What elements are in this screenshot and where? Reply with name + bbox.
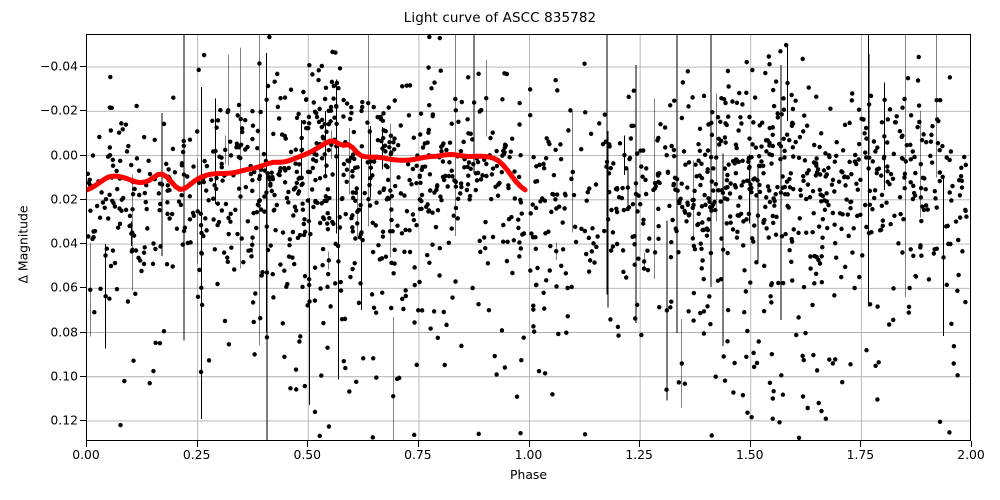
y-tick-label: 0.10 (50, 368, 78, 384)
y-tick-mark (80, 375, 86, 377)
page-title: Light curve of ASCC 835782 (403, 10, 597, 26)
y-tick-mark (80, 331, 86, 333)
y-tick-label: −0.04 (40, 58, 78, 74)
x-axis-label: Phase (510, 467, 547, 482)
x-tick-label: 0.50 (293, 447, 322, 462)
x-tick-mark (860, 441, 862, 447)
x-tick-mark (86, 441, 88, 447)
x-tick-label: 1.50 (735, 447, 764, 462)
y-tick-mark (80, 198, 86, 200)
plot-svg (87, 35, 970, 440)
y-tick-label: 0.00 (50, 147, 78, 163)
y-tick-label: 0.02 (50, 191, 78, 207)
y-tick-mark (80, 110, 86, 112)
x-tick-mark (749, 441, 751, 447)
smoothed-trend-line (87, 138, 528, 193)
x-tick-mark (528, 441, 530, 447)
x-tick-label: 0.25 (182, 447, 211, 462)
photometry-scatter-series (87, 35, 969, 440)
y-tick-label: 0.06 (50, 279, 78, 295)
x-tick-mark (417, 441, 419, 447)
y-tick-mark (80, 419, 86, 422)
plot-area (86, 34, 971, 441)
x-tick-mark (971, 441, 973, 447)
x-tick-label: 0.75 (404, 447, 432, 462)
y-tick-mark (80, 66, 86, 68)
x-tick-label: 2.00 (957, 447, 985, 462)
gridlines (87, 35, 970, 440)
x-tick-mark (196, 441, 198, 447)
x-tick-label: 0.00 (72, 447, 100, 462)
y-tick-mark (80, 287, 86, 289)
x-tick-label: 1.25 (625, 447, 653, 462)
y-tick-mark (80, 243, 86, 245)
x-tick-label: 1.00 (514, 447, 543, 462)
x-tick-mark (639, 441, 641, 447)
x-tick-label: 1.75 (846, 447, 875, 462)
y-tick-label: 0.12 (50, 412, 78, 428)
x-tick-mark (307, 441, 309, 447)
y-tick-label: 0.04 (50, 235, 78, 251)
y-tick-label: −0.02 (40, 102, 78, 118)
y-tick-mark (80, 154, 86, 156)
y-axis-tick-labels: −0.04 −0.02 0.00 0.02 0.04 0.06 0.08 0.10 0.12 (4, 0, 78, 500)
y-tick-label: 0.08 (50, 324, 78, 339)
